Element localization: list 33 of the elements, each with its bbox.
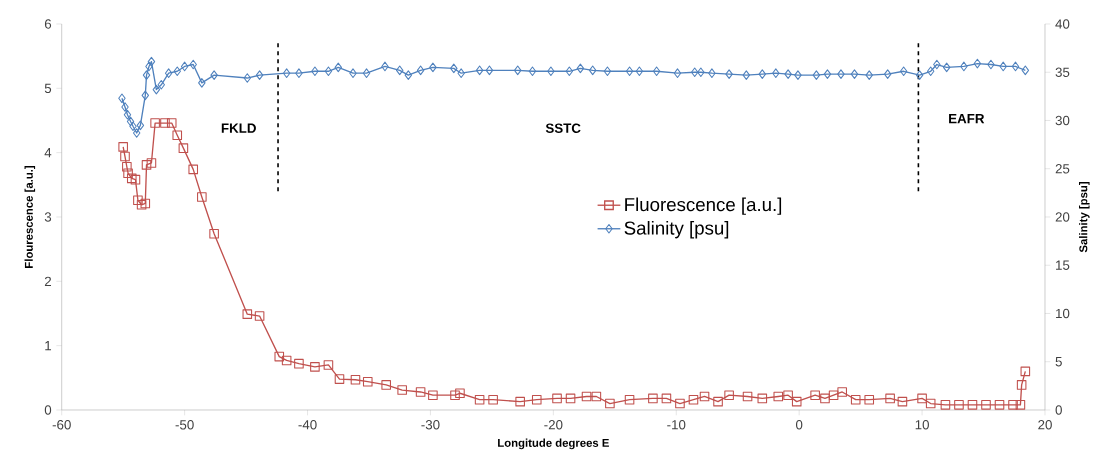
y-axis-title: Flourescence [a.u.] <box>24 165 36 268</box>
x-tick-label: -40 <box>298 420 317 430</box>
annotation: EAFR <box>949 113 985 124</box>
y2-tick-label: 35 <box>1055 67 1070 77</box>
y2-axis-title: Salinity [psu] <box>1079 182 1090 253</box>
y-tick-label: 3 <box>44 212 52 222</box>
annotation: SSTC <box>545 123 581 133</box>
x-tick-label: -60 <box>52 420 71 430</box>
y-tick-label: 5 <box>44 83 52 93</box>
legend-label: Salinity [psu] <box>624 220 729 239</box>
x-tick-label: 10 <box>915 420 929 430</box>
y-tick-label: 2 <box>44 276 52 286</box>
annotation: FKLD <box>221 123 256 133</box>
x-tick-label: 20 <box>1038 420 1052 430</box>
y2-tick-label: 5 <box>1055 357 1062 367</box>
x-tick-label: -20 <box>544 420 563 430</box>
y2-tick-label: 0 <box>1055 405 1062 415</box>
y2-tick-label: 20 <box>1055 212 1070 222</box>
y-tick-label: 1 <box>45 341 52 351</box>
y-tick-label: 4 <box>44 148 52 158</box>
y2-tick-label: 30 <box>1055 115 1070 126</box>
y2-tick-label: 25 <box>1055 164 1070 174</box>
y-tick-label: 6 <box>44 19 52 29</box>
x-axis-title: Longitude degrees E <box>498 438 609 450</box>
y2-tick-label: 40 <box>1055 19 1070 29</box>
legend-label: Fluorescence [a.u.] <box>625 197 782 215</box>
y-tick-label: 0 <box>44 405 52 415</box>
x-tick-label: -50 <box>175 420 194 430</box>
x-tick-label: -30 <box>421 420 440 430</box>
x-tick-label: -10 <box>667 420 686 430</box>
y2-tick-label: 15 <box>1056 260 1070 270</box>
y2-tick-label: 10 <box>1056 308 1070 319</box>
x-tick-label: 0 <box>795 420 803 430</box>
